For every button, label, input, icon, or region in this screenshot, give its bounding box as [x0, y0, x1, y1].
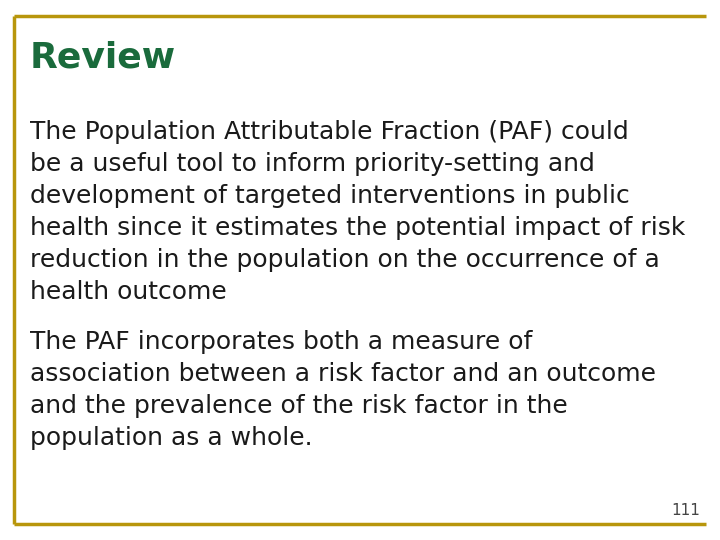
- Text: The Population Attributable Fraction (PAF) could
be a useful tool to inform prio: The Population Attributable Fraction (PA…: [30, 120, 685, 304]
- Text: 111: 111: [671, 503, 700, 518]
- Text: Review: Review: [30, 40, 176, 74]
- Text: The PAF incorporates both a measure of
association between a risk factor and an : The PAF incorporates both a measure of a…: [30, 330, 656, 450]
